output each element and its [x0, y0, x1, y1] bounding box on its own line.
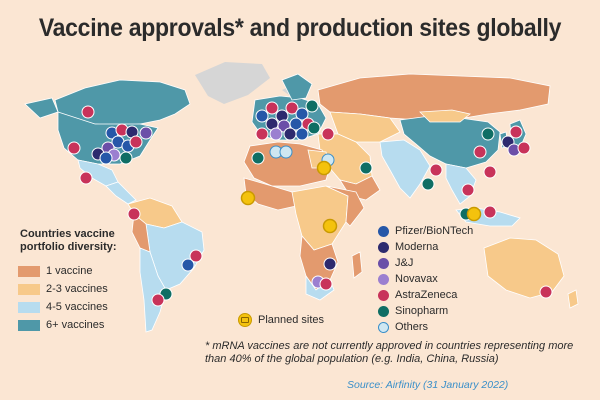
legend-item-sinopharm: Sinopharm: [378, 305, 448, 317]
scandinavia-region: [281, 73, 313, 101]
site-marker: [127, 207, 141, 221]
legend-marker: [378, 273, 389, 285]
legend-item-6-plus-vaccines: 6+ vaccines: [18, 318, 104, 332]
legend-marker: [378, 289, 389, 301]
site-marker: [461, 183, 475, 197]
alaska-region: [24, 97, 59, 119]
site-marker: [323, 257, 337, 271]
site-marker: [67, 141, 81, 155]
site-marker: [481, 127, 495, 141]
site-marker: [129, 135, 143, 149]
diversity-legend-title: Countries vaccine portfolio diversity:: [20, 228, 117, 253]
site-marker: [509, 125, 523, 139]
page-title: Vaccine approvals* and production sites …: [38, 14, 562, 42]
site-marker: [255, 127, 269, 141]
legend-marker: [378, 257, 389, 269]
site-marker: [151, 293, 165, 307]
legend-swatch: [18, 319, 40, 331]
legend-swatch: [18, 301, 40, 313]
southeast-asia-region: [445, 163, 477, 205]
site-marker: [251, 151, 265, 165]
legend-item-4-5-vaccines: 4-5 vaccines: [18, 300, 108, 314]
footnote: * mRNA vaccines are not currently approv…: [205, 340, 574, 365]
site-marker: [539, 285, 553, 299]
legend-label: 4-5 vaccines: [46, 301, 108, 313]
east-africa-region: [325, 185, 365, 227]
site-marker: [483, 205, 497, 219]
legend-label: Planned sites: [258, 314, 325, 326]
planned-site-markers: [240, 160, 482, 234]
site-marker: [265, 101, 279, 115]
site-markers: [67, 99, 553, 307]
site-marker: [285, 101, 299, 115]
central-africa-region: [291, 185, 349, 251]
site-marker: [81, 105, 95, 119]
site-marker: [321, 127, 335, 141]
legend-item-planned-sites: Planned sites: [238, 313, 324, 327]
site-marker: [139, 126, 153, 140]
legend-item-moderna: Moderna: [378, 241, 438, 253]
planned-site-icon: [238, 313, 252, 327]
legend-item-pfizer-biontech: Pfizer/BioNTech: [378, 225, 473, 237]
site-marker: [483, 165, 497, 179]
legend-swatch: [18, 265, 40, 277]
australia-region: [483, 237, 565, 299]
site-marker: [429, 163, 443, 177]
legend-label: 6+ vaccines: [46, 319, 105, 331]
site-marker: [517, 141, 531, 155]
new-zealand-region: [567, 289, 579, 309]
legend-marker: [378, 321, 389, 333]
planned-site-marker: [466, 206, 482, 222]
site-marker: [421, 177, 435, 191]
legend-marker: [378, 305, 389, 317]
legend-item-astrazeneca: AstraZeneca: [378, 289, 457, 301]
legend-item-others: Others: [378, 321, 428, 333]
site-marker: [181, 258, 195, 272]
madagascar-region: [351, 251, 363, 279]
legend-item-jj: J&J: [378, 257, 413, 269]
legend-label: Moderna: [395, 241, 439, 253]
southern-cone-region: [139, 247, 167, 333]
legend-swatch: [18, 283, 40, 295]
site-marker: [359, 161, 373, 175]
legend-label: Novavax: [395, 273, 438, 285]
central-america-region: [105, 181, 137, 205]
legend-label: Pfizer/BioNTech: [395, 225, 474, 237]
legend-marker: [378, 225, 389, 237]
mongolia-region: [419, 109, 471, 123]
legend-item-novavax: Novavax: [378, 273, 438, 285]
site-marker: [295, 107, 309, 121]
planned-site-marker: [316, 160, 332, 176]
site-marker: [295, 127, 309, 141]
site-marker: [189, 249, 203, 263]
legend-label: 1 vaccine: [46, 265, 93, 277]
greenland-region: [195, 62, 270, 104]
site-marker: [269, 127, 283, 141]
india-region: [379, 139, 431, 199]
legend-item-2-3-vaccines: 2-3 vaccines: [18, 282, 108, 296]
site-marker: [305, 99, 319, 113]
legend-label: J&J: [395, 257, 414, 269]
site-marker: [119, 151, 133, 165]
legend-label: Sinopharm: [395, 305, 449, 317]
site-marker: [279, 145, 293, 159]
source-credit: Source: Airfinity (31 January 2022): [347, 379, 509, 391]
site-marker: [319, 277, 333, 291]
legend-label: 2-3 vaccines: [46, 283, 108, 295]
site-marker: [473, 145, 487, 159]
site-marker: [283, 127, 297, 141]
legend-item-1-vaccine: 1 vaccine: [18, 264, 92, 278]
legend-label: AstraZeneca: [395, 289, 458, 301]
site-marker: [99, 151, 113, 165]
site-marker: [79, 171, 93, 185]
site-marker: [255, 109, 269, 123]
legend-label: Others: [395, 321, 429, 333]
site-marker: [307, 121, 321, 135]
planned-site-marker: [240, 190, 256, 206]
planned-site-marker: [322, 218, 338, 234]
legend-marker: [378, 241, 389, 253]
